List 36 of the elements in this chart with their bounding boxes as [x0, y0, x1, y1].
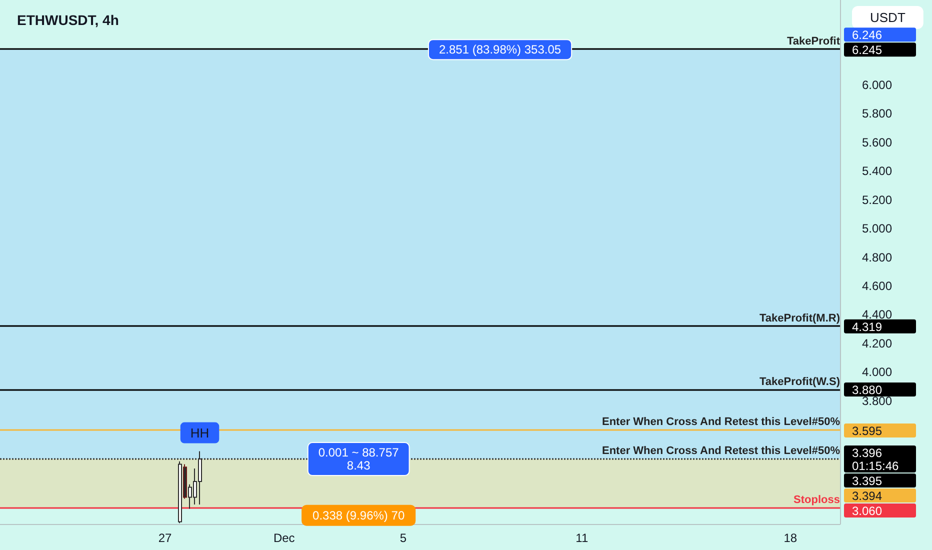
- y-tick-label: 4.000: [862, 365, 892, 380]
- annotation: 2.851 (83.98%) 353.05: [438, 42, 562, 57]
- text: 3.060: [852, 504, 882, 518]
- y-tick-label: 5.800: [862, 106, 892, 121]
- y-tick-label: 5.600: [862, 135, 892, 150]
- x-tick-label: 27: [158, 531, 172, 545]
- text: 6.246: [852, 28, 882, 42]
- x-tick-label: 18: [784, 531, 798, 545]
- text: 3.595: [852, 424, 882, 438]
- text: ETHWUSDT, 4h: [17, 12, 119, 28]
- y-axis-title: USDT: [870, 10, 906, 25]
- y-tick-label: 5.000: [862, 222, 892, 236]
- ref-line-label: Enter When Cross And Retest this Level#50%: [602, 416, 840, 428]
- annotation: 0.338 (9.96%) 70: [312, 508, 405, 522]
- text: 3.395: [852, 474, 882, 488]
- text: 4.319: [852, 320, 882, 334]
- y-tick-label: 6.000: [862, 78, 892, 92]
- annotation: 0.001 ~ 88.757 8.43: [318, 446, 400, 473]
- text: 3.396 01:15:46: [852, 446, 900, 474]
- ref-line-label: TakeProfit(W.S): [760, 376, 840, 388]
- ref-line-label: Stoploss: [794, 494, 840, 506]
- y-tick-label: 4.400: [862, 308, 892, 322]
- x-tick-label: 11: [576, 531, 588, 545]
- ref-line-label: Enter When Cross And Retest this Level#50%: [602, 444, 840, 457]
- text: 6.245: [852, 43, 882, 58]
- y-tick-label: 4.600: [862, 279, 892, 293]
- ref-line-label: TakeProfit(M.R): [760, 312, 840, 325]
- x-tick-label: Dec: [273, 531, 295, 545]
- y-tick-label: 4.800: [862, 250, 892, 264]
- y-tick-label: 5.200: [862, 192, 892, 207]
- ref-line-label: TakeProfit: [787, 35, 840, 48]
- text: 3.394: [852, 489, 882, 504]
- y-tick-label: 4.200: [862, 336, 892, 350]
- annotation: HH: [190, 425, 210, 440]
- y-tick-label: 5.400: [862, 164, 892, 178]
- x-tick-label: 5: [400, 531, 407, 545]
